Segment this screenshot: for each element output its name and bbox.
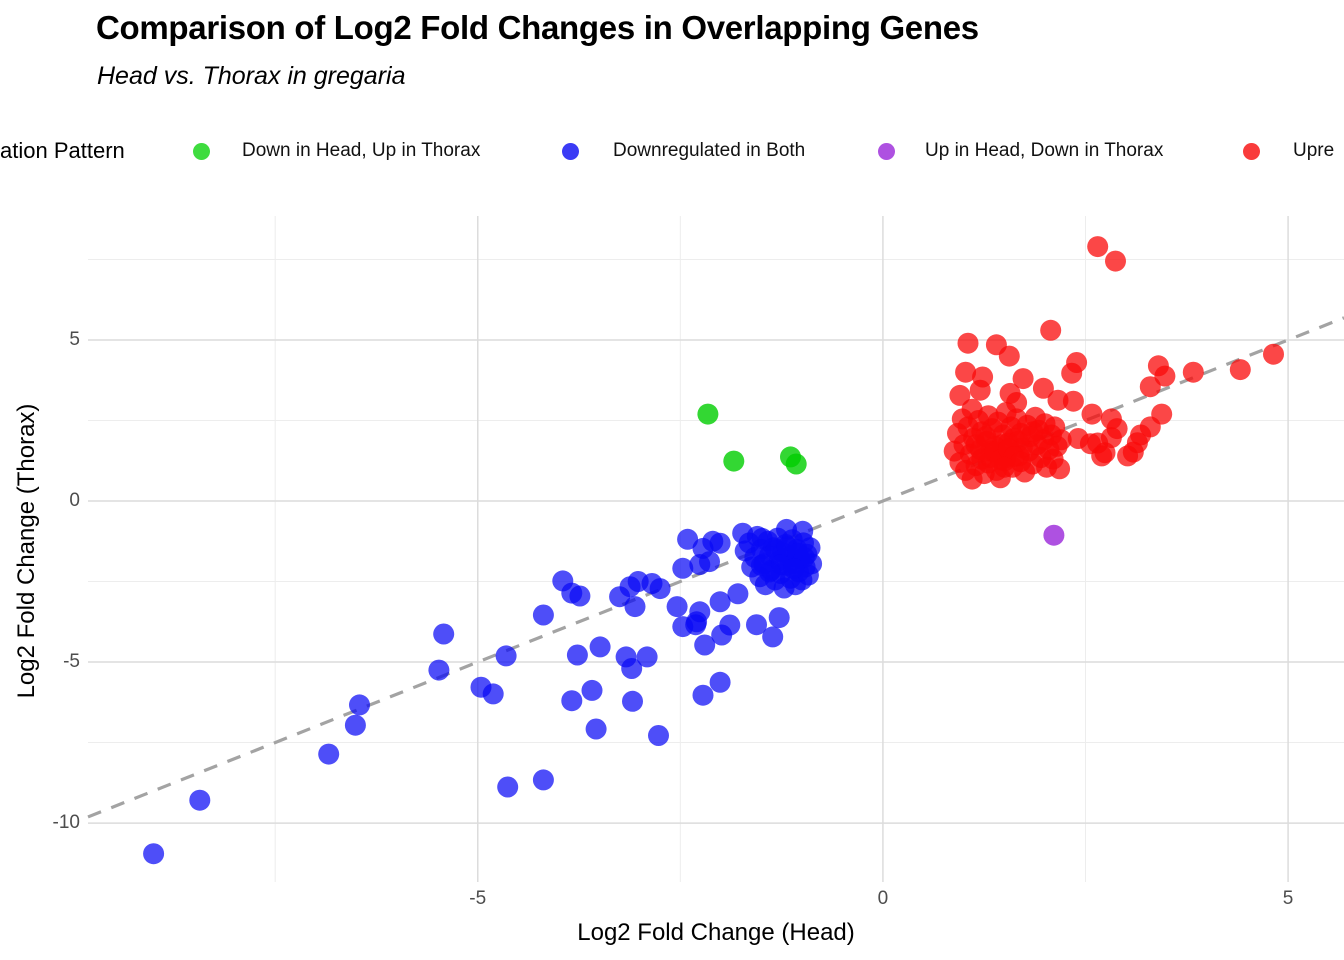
y-tick-label: -5 xyxy=(63,651,80,673)
chart-subtitle: Head vs. Thorax in gregaria xyxy=(97,62,406,90)
legend-swatch-up-head-down-thorax-icon xyxy=(878,143,895,160)
legend-swatch-upregulated-both-icon xyxy=(1243,143,1260,160)
x-axis-title: Log2 Fold Change (Head) xyxy=(577,919,855,946)
y-tick-label: 0 xyxy=(69,490,80,511)
y-tick-label: -10 xyxy=(52,812,80,834)
legend-swatch-downregulated-both-icon xyxy=(562,143,579,160)
legend-title: ation Pattern xyxy=(0,138,125,163)
x-tick-label: -5 xyxy=(469,888,487,909)
y-tick-label: 5 xyxy=(69,328,80,350)
series-2 xyxy=(1043,524,1065,546)
series-0 xyxy=(697,403,807,475)
legend-label-upregulated-both: Upre xyxy=(1293,140,1335,161)
y-axis-title: Log2 Fold Change (Thorax) xyxy=(13,403,40,699)
legend-label-down-head-up-thorax: Down in Head, Up in Thorax xyxy=(242,140,481,161)
legend-swatch-down-head-up-thorax-icon xyxy=(193,143,210,160)
x-tick-label: 0 xyxy=(877,888,889,909)
legend-label-downregulated-both: Downregulated in Both xyxy=(613,140,806,161)
series-1 xyxy=(143,518,823,865)
chart-title: Comparison of Log2 Fold Changes in Overl… xyxy=(96,9,979,46)
legend-label-up-head-down-thorax: Up in Head, Down in Thorax xyxy=(925,140,1164,161)
series-3 xyxy=(943,236,1284,490)
x-tick-label: 5 xyxy=(1282,888,1294,909)
